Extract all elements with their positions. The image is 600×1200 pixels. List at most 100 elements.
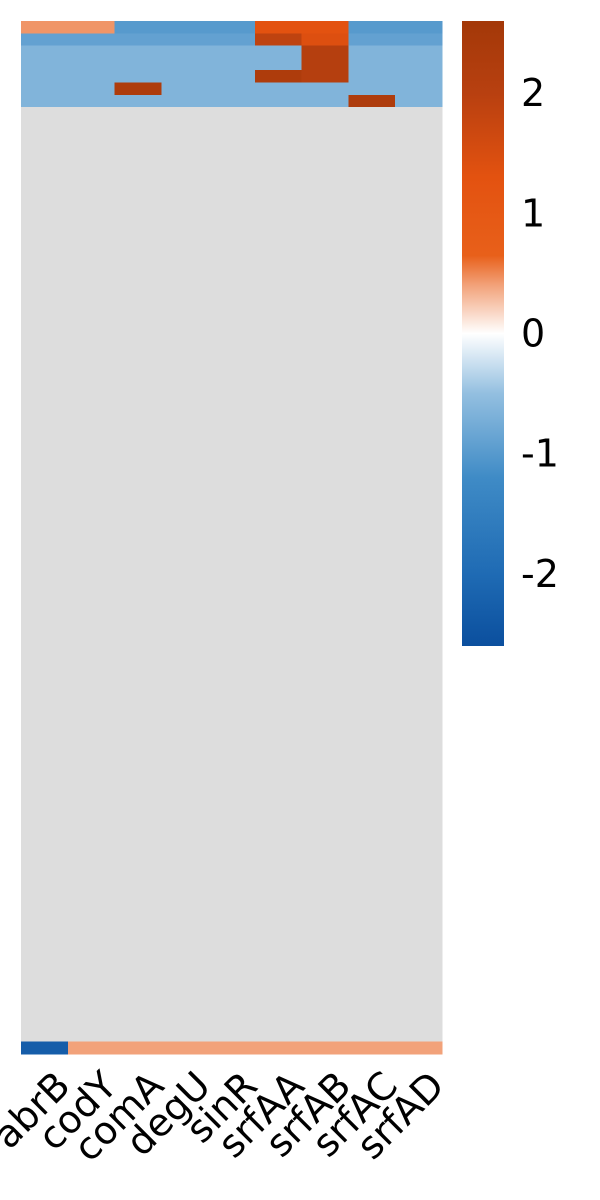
heatmap-cell-missing (395, 980, 443, 994)
heatmap-cell-missing (395, 562, 443, 575)
heatmap-cell-missing (254, 365, 303, 379)
heatmap-cell-missing (208, 955, 256, 969)
heatmap-cell-missing (254, 734, 303, 748)
heatmap-cell-missing (114, 242, 162, 256)
heatmap-cell-missing (208, 808, 256, 821)
heatmap-cell-missing (21, 820, 69, 834)
heatmap-cell-missing (208, 967, 256, 981)
heatmap-cell-missing (395, 623, 443, 637)
heatmap-cell-missing (208, 894, 256, 908)
heatmap-cell-missing (67, 266, 116, 280)
heatmap-cell-missing (21, 980, 69, 994)
heatmap-cell-missing (161, 771, 209, 785)
heatmap-cell-missing (301, 377, 350, 391)
heatmap-cell-missing (348, 168, 396, 182)
heatmap-cell-missing (21, 451, 69, 465)
heatmap-cell-missing (348, 783, 396, 797)
heatmap-cell-missing (161, 365, 209, 379)
heatmap-cell-missing (21, 107, 69, 120)
heatmap-cell-missing (301, 918, 350, 932)
heatmap-cell-missing (348, 439, 396, 453)
heatmap-cell (254, 82, 303, 96)
heatmap-cell-missing (114, 451, 162, 465)
heatmap-cell-missing (114, 389, 162, 403)
heatmap-cell-missing (301, 291, 350, 305)
heatmap-cell-missing (301, 894, 350, 908)
heatmap-cell-missing (301, 857, 350, 871)
heatmap-cell-missing (208, 992, 256, 1006)
heatmap-cell-missing (21, 771, 69, 785)
heatmap-cell-missing (21, 279, 69, 293)
heatmap-cell-missing (301, 881, 350, 895)
heatmap-cell-missing (348, 193, 396, 207)
heatmap-cell-missing (301, 955, 350, 969)
heatmap-cell-missing (67, 119, 116, 133)
heatmap-cell-missing (208, 230, 256, 243)
heatmap-cell-missing (67, 217, 116, 231)
heatmap-cell-missing (67, 205, 116, 219)
heatmap-cell-missing (161, 820, 209, 834)
heatmap-cell-missing (67, 660, 116, 674)
heatmap-cell-missing (21, 931, 69, 944)
heatmap-cell (67, 57, 116, 71)
heatmap-cell (395, 45, 443, 59)
heatmap-cell-missing (254, 402, 303, 416)
heatmap-cell-missing (161, 451, 209, 465)
heatmap-cell-missing (208, 439, 256, 453)
heatmap-cell-missing (254, 291, 303, 305)
heatmap-cell-missing (301, 414, 350, 428)
heatmap-cell (67, 45, 116, 59)
heatmap-cell-missing (254, 771, 303, 785)
heatmap-cell-missing (161, 758, 209, 772)
heatmap-cell-missing (395, 156, 443, 170)
heatmap-cell-missing (67, 857, 116, 871)
heatmap-cell-missing (348, 967, 396, 981)
heatmap-cell (254, 1041, 303, 1055)
heatmap-cell-missing (254, 512, 303, 526)
heatmap-cell (208, 82, 256, 96)
heatmap-cell-missing (161, 1017, 209, 1031)
heatmap-cell-missing (161, 377, 209, 391)
heatmap-cell-missing (21, 685, 69, 698)
heatmap-cell-missing (208, 771, 256, 785)
heatmap-cell-missing (348, 574, 396, 588)
heatmap-cell-missing (67, 623, 116, 637)
heatmap-cell-missing (67, 685, 116, 698)
heatmap-cell-missing (161, 734, 209, 748)
heatmap-cell-missing (21, 943, 69, 957)
heatmap-cell-missing (395, 574, 443, 588)
heatmap-cell (208, 45, 256, 59)
heatmap-cell-missing (21, 758, 69, 772)
heatmap-cell-missing (395, 734, 443, 748)
heatmap-cell-missing (301, 242, 350, 256)
heatmap-cell-missing (348, 414, 396, 428)
heatmap-cell (67, 82, 116, 96)
heatmap-cell-missing (114, 746, 162, 760)
heatmap-cell-missing (114, 992, 162, 1006)
heatmap-cell-missing (348, 328, 396, 342)
heatmap-cell (301, 57, 350, 71)
heatmap-cell-missing (114, 1004, 162, 1018)
heatmap-cell-missing (348, 279, 396, 293)
heatmap-cell-missing (301, 279, 350, 293)
heatmap-cell-missing (254, 488, 303, 502)
heatmap-cell-missing (395, 697, 443, 711)
heatmap-cell-missing (114, 734, 162, 748)
heatmap-cell-missing (21, 500, 69, 514)
heatmap-cell (254, 57, 303, 71)
heatmap-cell (21, 70, 69, 84)
heatmap-cell-missing (348, 832, 396, 846)
heatmap-cell-missing (21, 156, 69, 170)
heatmap-cell (395, 70, 443, 84)
heatmap-cell-missing (161, 586, 209, 600)
heatmap-cell-missing (21, 365, 69, 379)
heatmap-cell-missing (21, 721, 69, 735)
heatmap-cell-missing (67, 697, 116, 711)
heatmap-cell-missing (395, 291, 443, 305)
heatmap-cell-missing (395, 906, 443, 920)
heatmap-cell (114, 33, 162, 47)
heatmap-cell-missing (395, 832, 443, 846)
heatmap-cell-missing (301, 734, 350, 748)
heatmap-cell-missing (301, 709, 350, 723)
heatmap-cell-missing (208, 857, 256, 871)
